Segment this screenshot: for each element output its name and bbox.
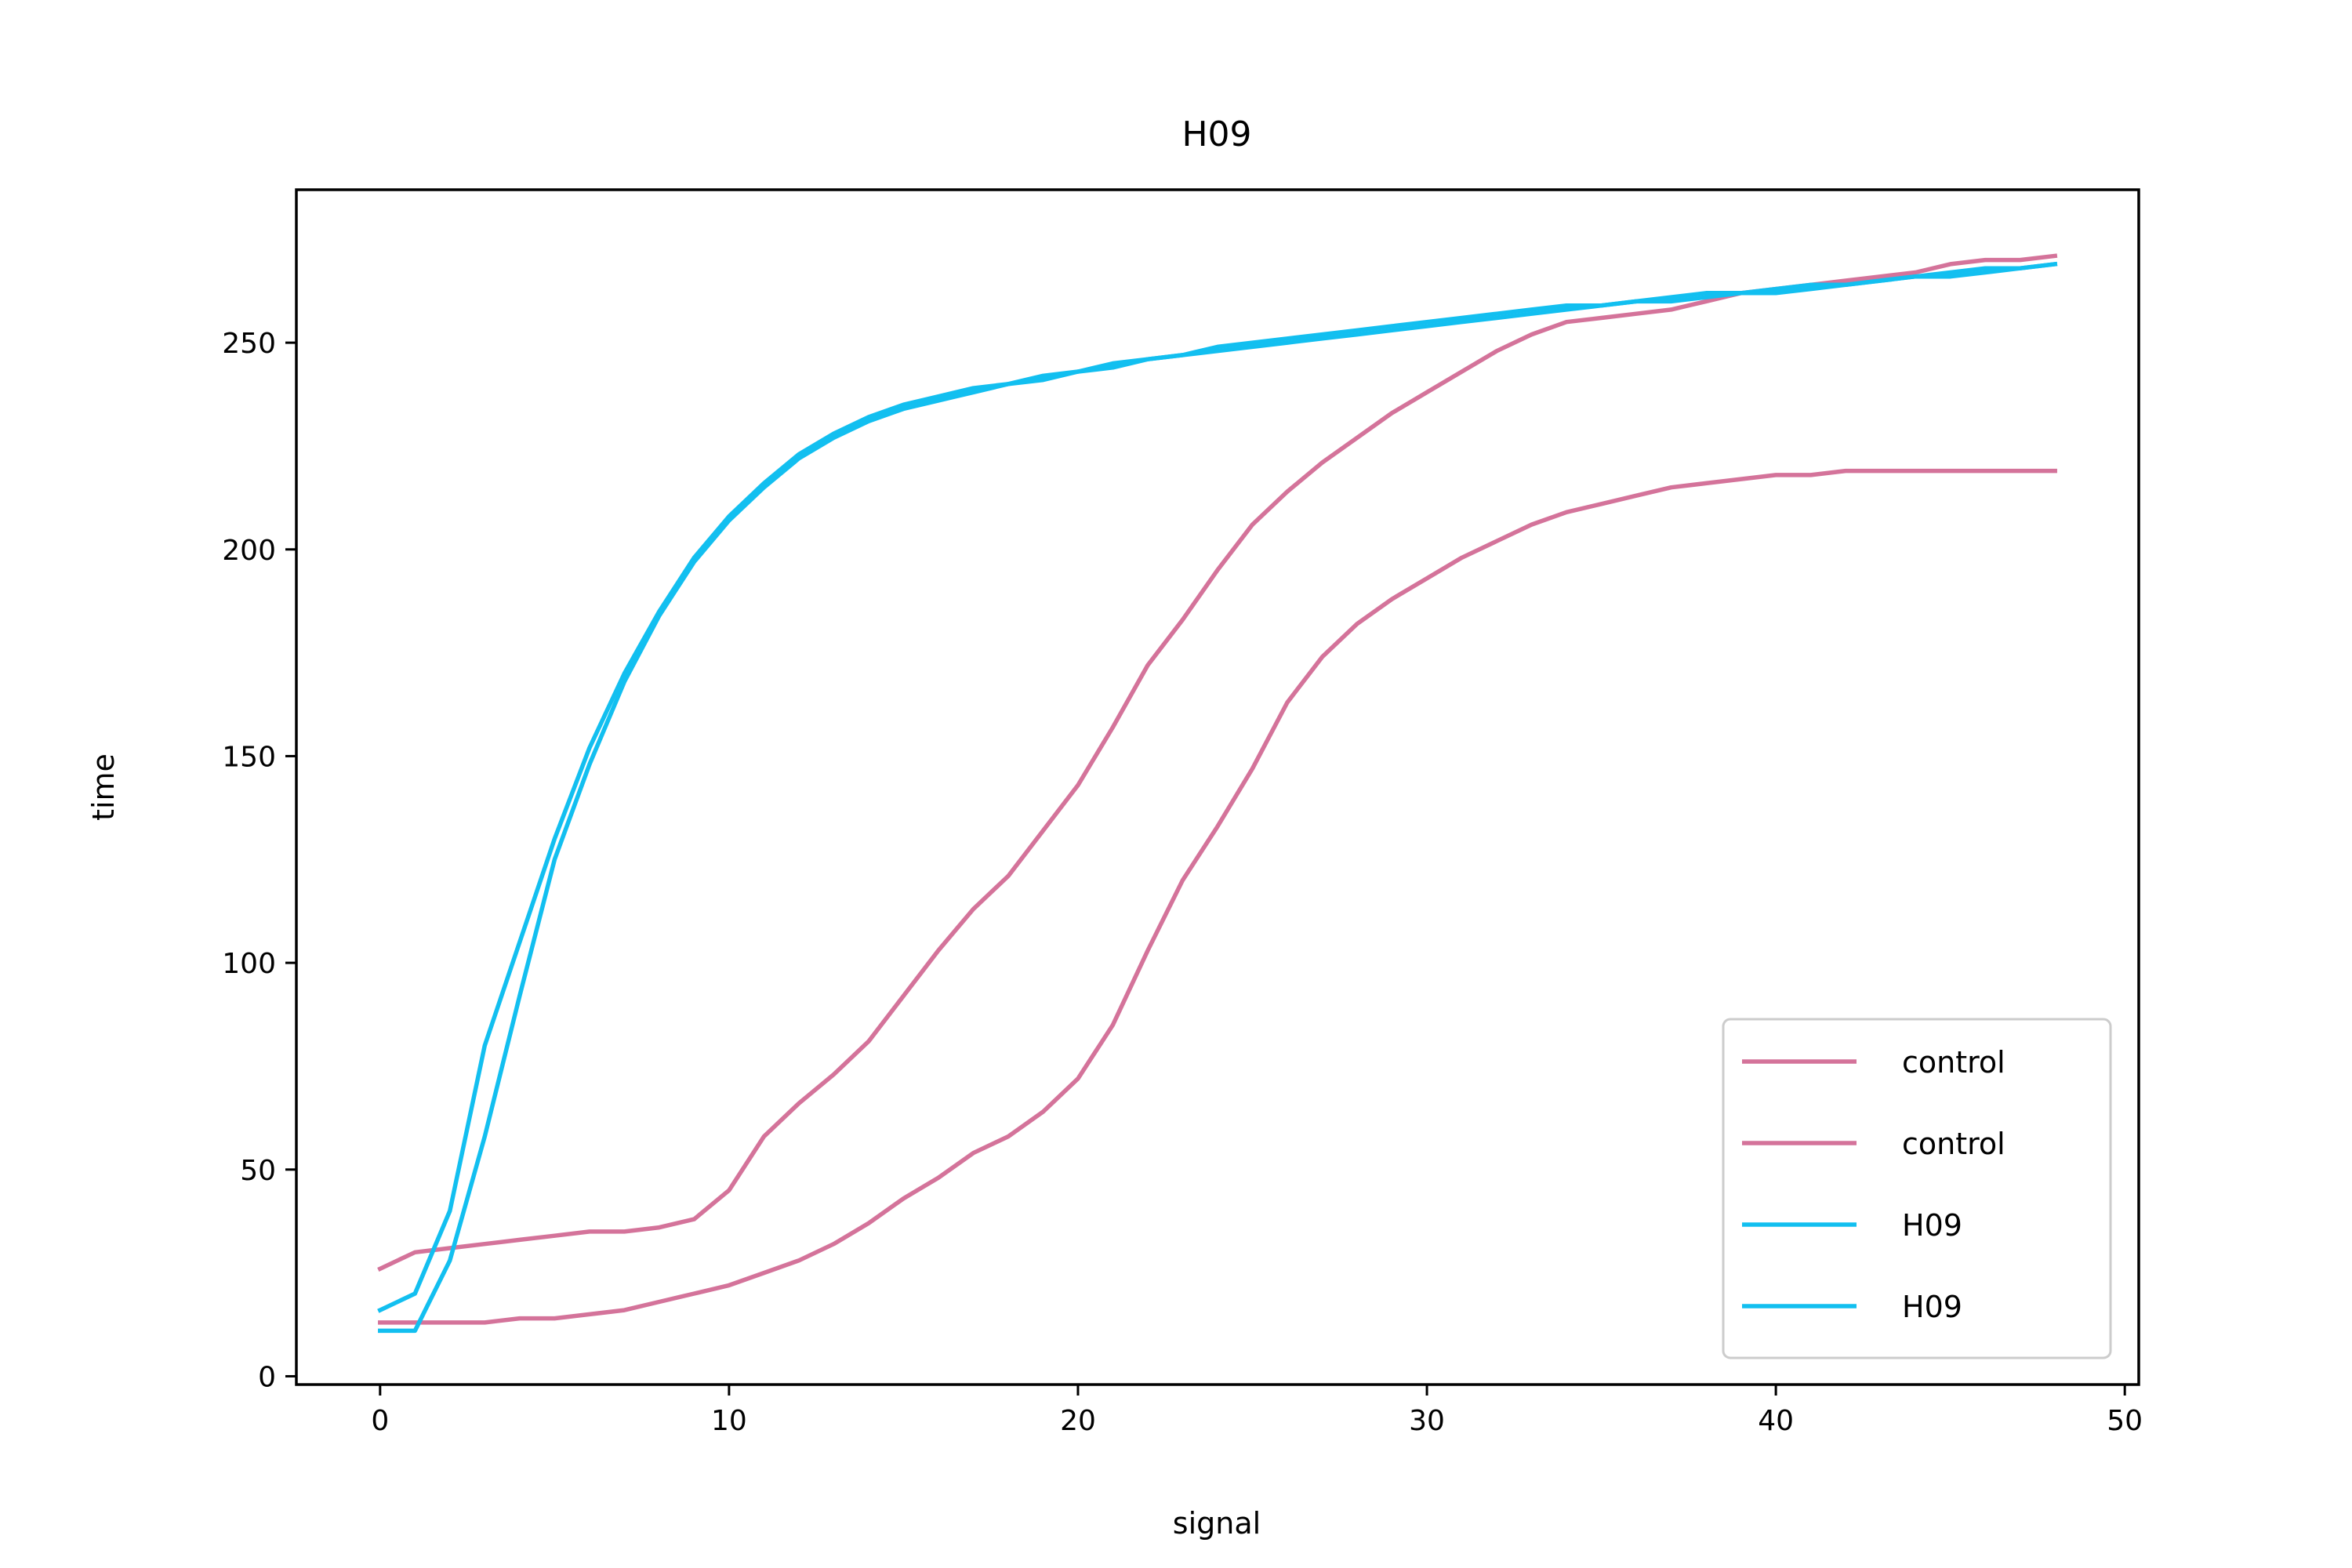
legend-label: control xyxy=(1902,1127,2005,1161)
y-tick-label: 0 xyxy=(258,1361,276,1393)
y-tick-label: 100 xyxy=(222,948,276,980)
x-tick-label: 10 xyxy=(711,1405,747,1437)
chart-title: H09 xyxy=(1181,114,1251,154)
x-tick-label: 40 xyxy=(1758,1405,1794,1437)
series-lines xyxy=(377,253,2058,1334)
x-tick-label: 0 xyxy=(371,1405,389,1437)
x-axis: 0 10 20 30 40 50 xyxy=(371,1385,2143,1437)
series-line-4 xyxy=(378,261,2058,1334)
legend: control control H09 H09 xyxy=(1722,1018,2112,1359)
y-axis-label: time xyxy=(86,753,121,821)
series-line-2 xyxy=(378,468,2057,1325)
legend-label: control xyxy=(1902,1045,2005,1080)
y-tick-label: 50 xyxy=(240,1155,276,1187)
y-axis: 0 50 100 150 200 250 xyxy=(222,328,296,1393)
x-tick-label: 30 xyxy=(1409,1405,1445,1437)
x-tick-label: 20 xyxy=(1060,1405,1096,1437)
y-tick-label: 150 xyxy=(222,741,276,773)
y-tick-label: 250 xyxy=(222,328,276,360)
series-line-3 xyxy=(377,261,2058,1313)
legend-label: H09 xyxy=(1902,1208,1962,1243)
plot-frame xyxy=(295,188,2140,1386)
x-axis-label: signal xyxy=(1173,1506,1261,1541)
y-tick-label: 200 xyxy=(222,535,276,567)
legend-label: H09 xyxy=(1902,1290,1962,1324)
x-tick-label: 50 xyxy=(2107,1405,2143,1437)
legend-items: control control H09 H09 xyxy=(1742,1045,2005,1324)
legend-box xyxy=(1722,1018,2112,1359)
